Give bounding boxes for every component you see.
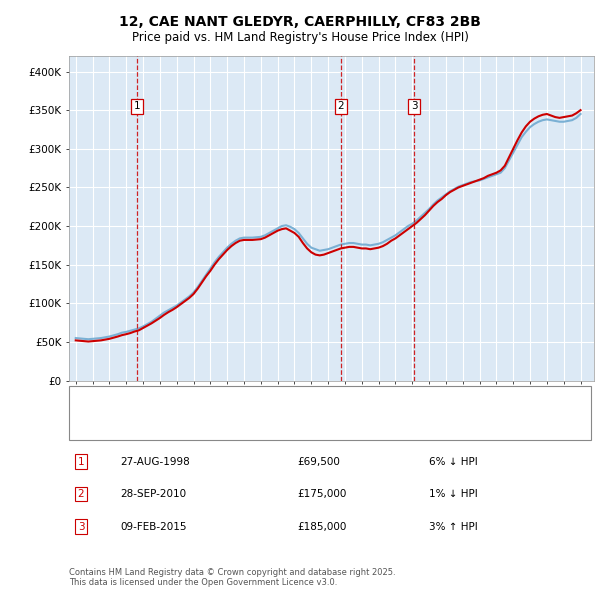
Text: 2: 2 [337, 101, 344, 112]
Text: 1: 1 [77, 457, 85, 467]
Text: £175,000: £175,000 [297, 489, 346, 499]
Text: 1% ↓ HPI: 1% ↓ HPI [429, 489, 478, 499]
Text: Contains HM Land Registry data © Crown copyright and database right 2025.
This d: Contains HM Land Registry data © Crown c… [69, 568, 395, 587]
Text: 09-FEB-2015: 09-FEB-2015 [120, 522, 187, 532]
Text: 2: 2 [77, 489, 85, 499]
Text: 28-SEP-2010: 28-SEP-2010 [120, 489, 186, 499]
Text: 6% ↓ HPI: 6% ↓ HPI [429, 457, 478, 467]
Text: 3% ↑ HPI: 3% ↑ HPI [429, 522, 478, 532]
Text: £185,000: £185,000 [297, 522, 346, 532]
Text: 3: 3 [77, 522, 85, 532]
Text: 27-AUG-1998: 27-AUG-1998 [120, 457, 190, 467]
Text: 12, CAE NANT GLEDYR, CAERPHILLY, CF83 2BB (detached house): 12, CAE NANT GLEDYR, CAERPHILLY, CF83 2B… [106, 396, 444, 407]
Text: HPI: Average price, detached house, Caerphilly: HPI: Average price, detached house, Caer… [106, 419, 352, 430]
Text: Price paid vs. HM Land Registry's House Price Index (HPI): Price paid vs. HM Land Registry's House … [131, 31, 469, 44]
Text: 1: 1 [134, 101, 140, 112]
Text: 12, CAE NANT GLEDYR, CAERPHILLY, CF83 2BB: 12, CAE NANT GLEDYR, CAERPHILLY, CF83 2B… [119, 15, 481, 29]
Text: £69,500: £69,500 [297, 457, 340, 467]
Text: 3: 3 [411, 101, 418, 112]
